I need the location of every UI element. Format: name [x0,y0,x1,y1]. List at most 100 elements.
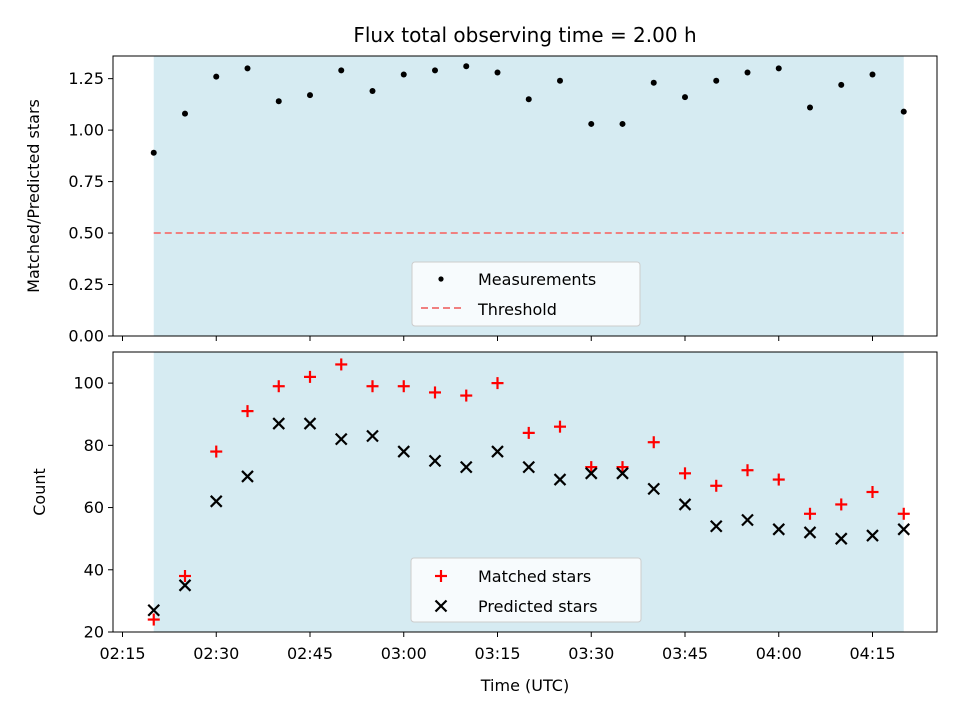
matched-star-point [429,386,441,399]
count-x-ticks: 02:15 02:30 02:45 03:00 03:15 03:30 03:45 04:00… [99,632,896,663]
ratio-legend-box [411,261,641,327]
count-xtick-label: 03:00 [381,644,427,663]
legend-matched-marker [435,570,447,582]
predicted-star-point-b [678,498,692,511]
matched-star-point [647,436,660,449]
matched-star-point [616,461,629,474]
ratio-ytick-label: 1.25 [68,69,104,88]
ratio-ytick-label: 0.50 [68,224,104,243]
matched-star-point [147,613,160,626]
predicted-star-point-b [553,473,567,486]
measurement-point [869,71,876,78]
legend-predicted-glyph-b [434,599,448,613]
matched-star-point [460,389,473,402]
legend-predicted-glyph [434,599,448,613]
matched-star-point [897,507,910,520]
measurement-point [307,92,313,99]
ratio-y-axis-label: Matched/Predicted stars [24,99,43,293]
matched-star-point [335,358,348,371]
matched-stars-points [147,358,910,626]
predicted-star-point-b [272,417,286,430]
count-ytick-label: 100 [73,374,104,393]
measurement-point [588,120,595,127]
measurement-point [400,71,407,78]
count-xtick-label: 03:45 [662,644,708,663]
predicted-star-point [522,460,536,474]
predicted-star-point [741,513,754,527]
predicted-star-point-b [241,470,254,483]
measurement-point [744,69,751,76]
legend-predicted-label: Predicted stars [478,597,598,616]
legend-predicted-marker [434,599,448,613]
count-panel: 20 40 60 80 100 02:15 02:30 02:45 03:00 03:15 03:… [30,351,938,695]
predicted-star-point-b [834,532,848,545]
count-xtick-label: 02:15 [99,644,145,663]
ratio-x-ticks [122,336,873,341]
measurement-point [525,96,532,103]
legend-measurements-marker [438,276,444,282]
matched-star-point [866,486,879,498]
measurement-points [150,63,907,156]
count-ytick-label: 20 [84,623,104,642]
predicted-star-point-b [741,513,754,527]
measurement-point [619,120,626,127]
predicted-star-point-b [772,523,786,536]
measurement-point [682,94,688,101]
predicted-star-point [709,519,723,533]
measurement-point [150,149,157,156]
predicted-star-point [491,445,504,458]
measurement-point [713,77,720,84]
predicted-star-point-b [209,495,223,508]
matched-star-point [272,380,285,393]
predicted-star-point-b [366,429,379,443]
predicted-star-point [616,467,629,480]
matched-star-point [397,380,410,393]
predicted-star-point [678,498,692,511]
measurement-point [275,98,282,105]
predicted-star-point-b [647,482,661,496]
count-y-axis-label: Count [30,468,49,516]
count-xtick-label: 04:15 [849,644,895,663]
measurement-point [838,81,845,88]
ratio-legend: Measurements Threshold [411,261,641,327]
measurement-point [775,65,782,72]
legend-threshold-label: Threshold [477,300,557,319]
predicted-star-point-b [147,603,161,617]
count-ytick-label: 40 [84,560,104,579]
count-xtick-label: 03:30 [568,644,614,663]
count-axes-frame [112,351,938,633]
predicted-star-point-b [709,519,723,533]
count-xtick-label: 03:15 [474,644,520,663]
matched-star-point [679,467,691,480]
matched-star-point [585,461,598,474]
matched-star-point [491,377,504,390]
ratio-ytick-label: 0.00 [68,327,104,346]
predicted-star-point [428,454,442,468]
measurement-point [338,67,345,74]
measurement-point [650,79,657,86]
legend-matched-glyph [435,570,447,582]
count-y-ticks: 20 40 60 80 100 [73,374,113,642]
measurement-point [900,108,907,115]
matched-star-point [522,426,535,439]
ratio-panel: 0.00 0.25 0.50 0.75 1.00 1.25 Matched/Predict… [24,55,938,346]
predicted-star-point-b [491,445,504,458]
ratio-ytick-label: 0.25 [68,275,104,294]
count-legend: Matched stars Predicted stars [410,557,642,623]
predicted-star-point-b [397,445,411,458]
count-legend-box [410,557,642,623]
ratio-ytick-label: 0.75 [68,172,104,191]
matched-star-point [554,420,566,433]
predicted-star-point-b [616,467,629,480]
measurement-point [182,110,188,117]
matched-star-point [835,498,848,511]
ratio-y-ticks: 0.00 0.25 0.50 0.75 1.00 1.25 [68,69,113,346]
predicted-star-point-b [459,460,473,474]
predicted-star-point [209,495,223,508]
predicted-star-point [866,529,879,542]
count-xtick-label: 02:45 [287,644,333,663]
predicted-star-point [803,526,817,539]
measurement-point [463,63,470,70]
predicted-star-point [178,579,192,592]
